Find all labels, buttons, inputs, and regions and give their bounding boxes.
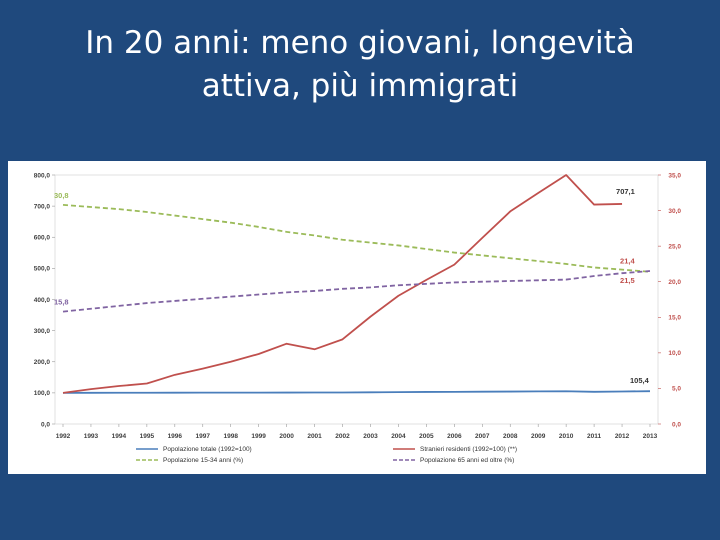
left-axis-tick-label: 200,0 bbox=[34, 359, 51, 366]
right-axis-tick-label: 5,0 bbox=[672, 386, 681, 393]
left-axis-tick-label: 0,0 bbox=[41, 421, 50, 428]
x-axis-tick-label: 2008 bbox=[503, 433, 518, 440]
x-axis-tick-label: 1992 bbox=[56, 433, 71, 440]
left-axis-tick-label: 400,0 bbox=[34, 297, 51, 304]
x-axis-tick-label: 2012 bbox=[615, 433, 630, 440]
x-axis-tick-label: 2000 bbox=[279, 433, 294, 440]
x-axis-tick-label: 1994 bbox=[112, 433, 127, 440]
left-axis-tick-label: 700,0 bbox=[34, 203, 51, 210]
x-axis-tick-label: 1993 bbox=[84, 433, 99, 440]
right-axis-tick-label: 35,0 bbox=[668, 172, 681, 179]
x-axis-tick-label: 2011 bbox=[587, 433, 601, 440]
x-axis-tick-label: 1996 bbox=[168, 433, 183, 440]
left-axis-tick-label: 300,0 bbox=[34, 328, 51, 335]
legend-label-2: Stranieri residenti (1992=100) (**) bbox=[420, 446, 517, 453]
annotation-purple-start: 15,8 bbox=[54, 298, 69, 307]
chart-panel: 0,0 100,0 200,0 300,0 400,0 500,0 600,0 700,0 80… bbox=[8, 161, 706, 474]
series-line-1 bbox=[62, 390, 651, 394]
right-axis-tick-label: 10,0 bbox=[668, 350, 681, 357]
right-axis-tick-label: 25,0 bbox=[668, 243, 681, 250]
line-chart: 0,0 100,0 200,0 300,0 400,0 500,0 600,0 700,0 80… bbox=[34, 172, 682, 464]
x-axis-tick-label: 2003 bbox=[363, 433, 378, 440]
x-axis-tick-label: 2005 bbox=[419, 433, 434, 440]
annotation-green-end: 21,4 bbox=[620, 257, 635, 266]
left-axis-tick-label: 600,0 bbox=[34, 235, 51, 242]
x-axis-tick-label: 1999 bbox=[251, 433, 266, 440]
left-axis-tick-label: 500,0 bbox=[34, 266, 51, 273]
x-axis-tick-label: 2004 bbox=[391, 433, 406, 440]
annotation-red-end: 707,1 bbox=[616, 187, 635, 196]
slide-title: In 20 anni: meno giovani, longevità atti… bbox=[40, 22, 680, 108]
left-axis-tick-label: 800,0 bbox=[34, 172, 51, 179]
annotation-blue-end: 105,4 bbox=[630, 376, 650, 385]
x-axis-tick-label: 2001 bbox=[307, 433, 322, 440]
series-line-2 bbox=[62, 174, 623, 394]
slide-title-line-1: In 20 anni: meno giovani, longevità bbox=[85, 25, 635, 61]
series-line-4 bbox=[62, 270, 651, 313]
legend-label-1: Popolazione totale (1992=100) bbox=[163, 446, 252, 453]
annotation-green-start: 30,8 bbox=[54, 191, 69, 200]
x-axis-tick-label: 2010 bbox=[559, 433, 574, 440]
x-axis-tick-label: 1995 bbox=[140, 433, 155, 440]
slide-title-line-2: attiva, più immigrati bbox=[201, 68, 519, 104]
left-axis-tick-label: 100,0 bbox=[34, 390, 51, 397]
x-axis-tick-label: 1997 bbox=[196, 433, 211, 440]
right-axis-tick-label: 15,0 bbox=[668, 315, 681, 322]
right-axis-tick-label: 0,0 bbox=[672, 421, 681, 428]
right-axis-tick-label: 20,0 bbox=[668, 279, 681, 286]
right-axis-tick-label: 30,0 bbox=[668, 208, 681, 215]
x-axis-tick-label: 2006 bbox=[447, 433, 462, 440]
x-axis-tick-label: 2013 bbox=[643, 433, 658, 440]
series-line-3 bbox=[62, 203, 651, 273]
legend-label-3: Popolazione 15-34 anni (%) bbox=[163, 457, 243, 464]
x-axis-tick-label: 1998 bbox=[223, 433, 238, 440]
x-axis-tick-label: 2002 bbox=[335, 433, 350, 440]
x-axis-tick-label: 2007 bbox=[475, 433, 490, 440]
annotation-purple-end: 21,5 bbox=[620, 276, 635, 285]
x-axis-tick-label: 2009 bbox=[531, 433, 546, 440]
legend-label-4: Popolazione 65 anni ed oltre (%) bbox=[420, 457, 514, 464]
